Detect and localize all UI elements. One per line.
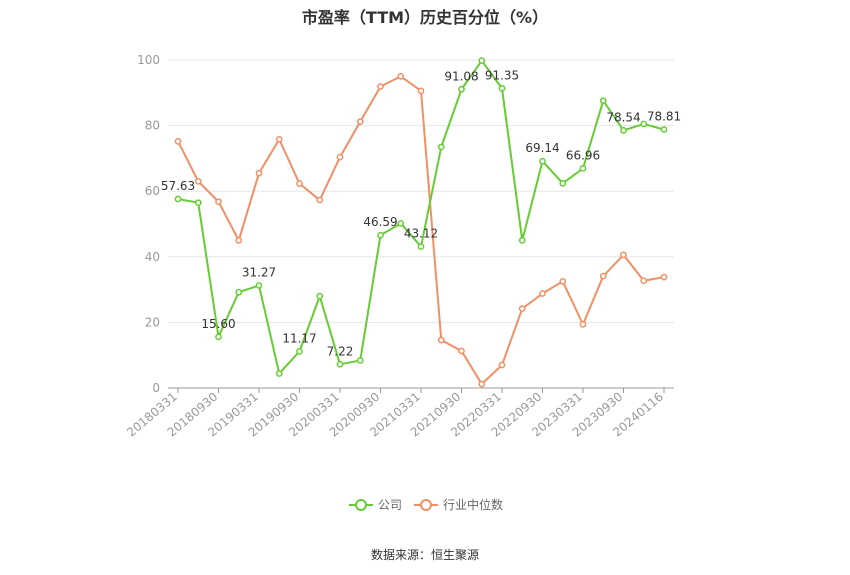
data-point [356,118,364,126]
data-label: 91.35 [485,68,519,82]
data-label: 11.17 [282,331,316,345]
data-label: 31.27 [242,265,276,279]
data-point [478,57,486,65]
data-point [417,87,425,95]
data-point [194,178,202,185]
y-tick-label: 0 [152,381,160,395]
data-point [336,153,344,161]
y-tick-label: 100 [137,53,160,67]
data-point [437,336,445,344]
data-point [377,83,384,90]
series-line-company [177,59,665,375]
data-point [599,97,607,105]
data-label: 15.60 [201,317,235,331]
y-tick-label: 20 [145,315,160,329]
y-tick-label: 80 [145,119,160,133]
data-point [620,127,627,134]
data-label: 91.08 [444,69,478,83]
data-label: 78.81 [647,110,681,124]
data-point [316,292,324,300]
data-point [539,290,546,297]
y-tick-label: 60 [145,184,160,198]
data-label: 69.14 [525,141,559,155]
data-point [539,157,546,165]
data-point [174,137,182,145]
data-point [316,196,324,204]
data-point [296,348,303,355]
legend: 公司 行业中位数 [349,497,503,512]
data-label: 78.54 [606,110,640,124]
data-point [174,195,182,203]
data-labels: 57.63 15.60 31.27 11.17 7.22 46.59 43.12 91.08 9… [161,68,681,358]
data-point [215,198,222,206]
series [174,57,668,388]
data-point [397,219,405,227]
data-point [235,237,243,244]
y-tick-label: 40 [145,250,160,264]
data-point [640,120,648,128]
legend-item-industry: 行业中位数 [414,497,503,512]
data-point [377,231,384,239]
legend-marker-icon [355,499,367,511]
data-point [498,85,506,92]
data-point [215,333,222,341]
data-point [579,321,587,328]
data-point [235,288,243,296]
data-point [458,347,465,355]
data-point [255,282,263,289]
legend-marker-icon [420,499,432,511]
data-point [579,165,587,172]
data-point [559,278,567,285]
legend-label: 公司 [378,498,402,512]
data-point [640,277,648,285]
data-label: 57.63 [161,179,195,193]
axes: 0204060801002018033120180930201903312019… [124,53,674,440]
source-note: 数据来源：恒生聚源 [370,548,479,562]
data-point [275,136,283,143]
data-point [356,357,364,364]
data-point [498,361,506,369]
data-point [255,169,263,177]
data-point [458,85,465,93]
data-point [518,237,526,244]
legend-item-company: 公司 [349,498,402,512]
data-point [518,305,526,312]
data-label: 7.22 [327,344,354,358]
legend-label: 行业中位数 [443,497,503,512]
data-point [397,73,405,80]
data-label: 66.96 [566,148,600,162]
chart-title: 市盈率（TTM）历史百分位（%） [301,8,549,27]
data-point [660,273,668,281]
data-point [336,360,344,368]
data-point [437,143,445,151]
data-point [559,179,567,187]
grid-lines [168,59,674,323]
data-point [599,272,607,280]
data-label: 43.12 [404,227,438,241]
data-point [660,126,668,133]
data-point [275,370,283,377]
data-point [478,380,486,388]
data-point [417,243,425,250]
data-label: 46.59 [363,215,397,229]
data-point [296,180,303,188]
data-point [620,251,627,259]
data-point [194,199,202,207]
